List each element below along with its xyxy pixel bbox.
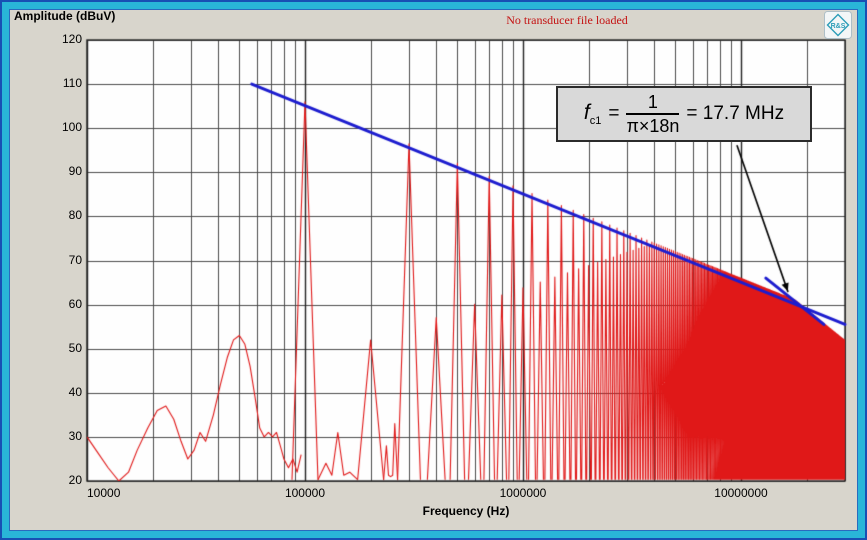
y-tick-label: 90	[68, 164, 82, 179]
y-tick-label: 100	[61, 120, 82, 135]
formula-f-symbol: fc1	[584, 101, 601, 127]
x-tick-label: 10000	[87, 486, 121, 500]
formula-f-subscript: c1	[589, 115, 602, 128]
y-tick-label: 110	[62, 76, 82, 91]
formula-result: = 17.7 MHz	[686, 103, 785, 124]
y-tick-label: 20	[68, 473, 82, 487]
y-tick-label: 30	[68, 428, 82, 443]
frequency-axis-title: Frequency (Hz)	[422, 504, 510, 518]
amplitude-axis-title: Amplitude (dBuV)	[14, 9, 116, 23]
status-message: No transducer file loaded	[506, 13, 628, 27]
y-tick-label: 80	[68, 208, 82, 223]
formula-denominator: π×18n	[626, 115, 680, 136]
formula-numerator: 1	[626, 92, 680, 115]
svg-text:R&S: R&S	[831, 23, 846, 30]
corner-frequency-annotation: fc1 = 1 π×18n = 17.7 MHz	[556, 86, 812, 142]
y-tick-label: 40	[68, 384, 82, 399]
x-tick-label: 100000	[284, 486, 326, 500]
y-tick-label: 70	[68, 252, 82, 267]
x-tick-label: 1000000	[499, 486, 547, 500]
x-tick-label: 10000000	[714, 486, 768, 500]
rohde-schwarz-logo-icon: R&S	[824, 11, 852, 39]
formula-f: f	[583, 100, 590, 124]
y-tick-label: 120	[61, 32, 82, 46]
formula-equals: =	[608, 103, 620, 124]
y-tick-label: 60	[68, 296, 82, 311]
y-tick-label: 50	[68, 340, 82, 355]
formula-fraction: 1 π×18n	[626, 92, 680, 136]
